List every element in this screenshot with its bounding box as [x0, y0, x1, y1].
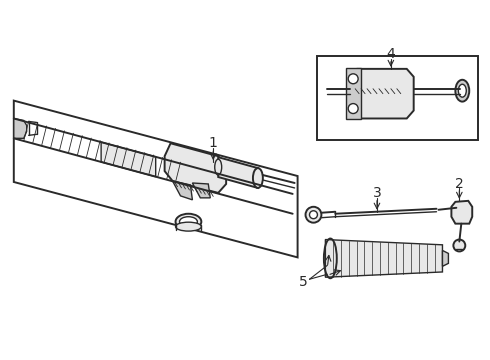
Circle shape [306, 207, 321, 223]
Polygon shape [218, 157, 261, 188]
Ellipse shape [215, 159, 221, 175]
Circle shape [348, 74, 358, 84]
Circle shape [453, 239, 465, 251]
Text: 2: 2 [455, 177, 464, 191]
Ellipse shape [175, 214, 201, 230]
Polygon shape [451, 201, 472, 224]
Polygon shape [101, 142, 156, 177]
Polygon shape [172, 181, 193, 200]
Text: 3: 3 [372, 186, 381, 200]
Ellipse shape [175, 222, 201, 231]
Polygon shape [14, 118, 26, 138]
Text: 4: 4 [387, 47, 395, 61]
Circle shape [348, 104, 358, 113]
Text: 1: 1 [209, 136, 218, 150]
Polygon shape [350, 69, 414, 118]
Ellipse shape [458, 84, 466, 97]
Polygon shape [165, 143, 226, 193]
Polygon shape [193, 183, 210, 198]
Ellipse shape [455, 80, 469, 102]
Ellipse shape [179, 217, 197, 227]
Polygon shape [442, 251, 448, 266]
Circle shape [310, 211, 318, 219]
Ellipse shape [253, 168, 263, 188]
Polygon shape [346, 68, 361, 120]
Polygon shape [325, 239, 442, 277]
Text: 5: 5 [299, 275, 308, 289]
